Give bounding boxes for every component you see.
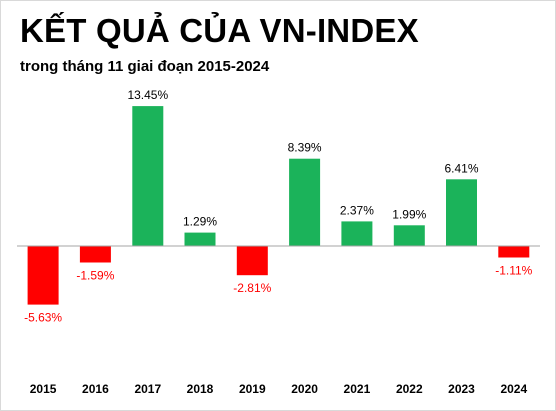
x-tick-2024: 2024: [500, 382, 527, 396]
x-tick-2020: 2020: [291, 382, 318, 396]
x-tick-2019: 2019: [239, 382, 266, 396]
bars-group: [27, 106, 530, 305]
bar-2018: [184, 232, 216, 246]
x-tick-2015: 2015: [30, 382, 57, 396]
x-tick-2017: 2017: [134, 382, 161, 396]
bar-2022: [393, 225, 425, 246]
x-tick-2022: 2022: [396, 382, 423, 396]
bar-2015: [27, 246, 59, 305]
x-tick-2021: 2021: [344, 382, 371, 396]
bar-2023: [446, 179, 477, 246]
data-labels-group: -5.63% -1.59% 13.45% 1.29% -2.81% 8.39% 2.37% 1…: [24, 88, 533, 325]
data-label-2015: -5.63%: [24, 311, 62, 325]
data-label-2020: 8.39%: [288, 141, 322, 155]
chart-subtitle: trong tháng 11 giai đoạn 2015-2024: [20, 58, 270, 75]
data-label-2016: -1.59%: [76, 269, 114, 283]
data-label-2022: 1.99%: [392, 207, 426, 221]
bar-2020: [289, 158, 321, 246]
chart-title: KẾT QUẢ CỦA VN-INDEX: [20, 12, 419, 49]
x-tick-labels-group: 2015 2016 2017 2018 2019 2020 2021 2022 2023 2024: [30, 382, 528, 396]
bar-2024: [498, 246, 530, 258]
bar-2021: [341, 221, 373, 246]
x-tick-2016: 2016: [82, 382, 109, 396]
data-label-2017: 13.45%: [127, 88, 168, 102]
bar-2016: [79, 246, 111, 263]
data-label-2024: -1.11%: [495, 264, 532, 278]
data-label-2019: -2.81%: [233, 281, 271, 295]
x-tick-2023: 2023: [448, 382, 475, 396]
x-tick-2018: 2018: [187, 382, 214, 396]
data-label-2018: 1.29%: [183, 215, 217, 229]
bar-2019: [236, 246, 268, 276]
bar-2017: [132, 106, 164, 246]
data-label-2021: 2.37%: [340, 203, 374, 217]
data-label-2023: 6.41%: [444, 161, 478, 175]
